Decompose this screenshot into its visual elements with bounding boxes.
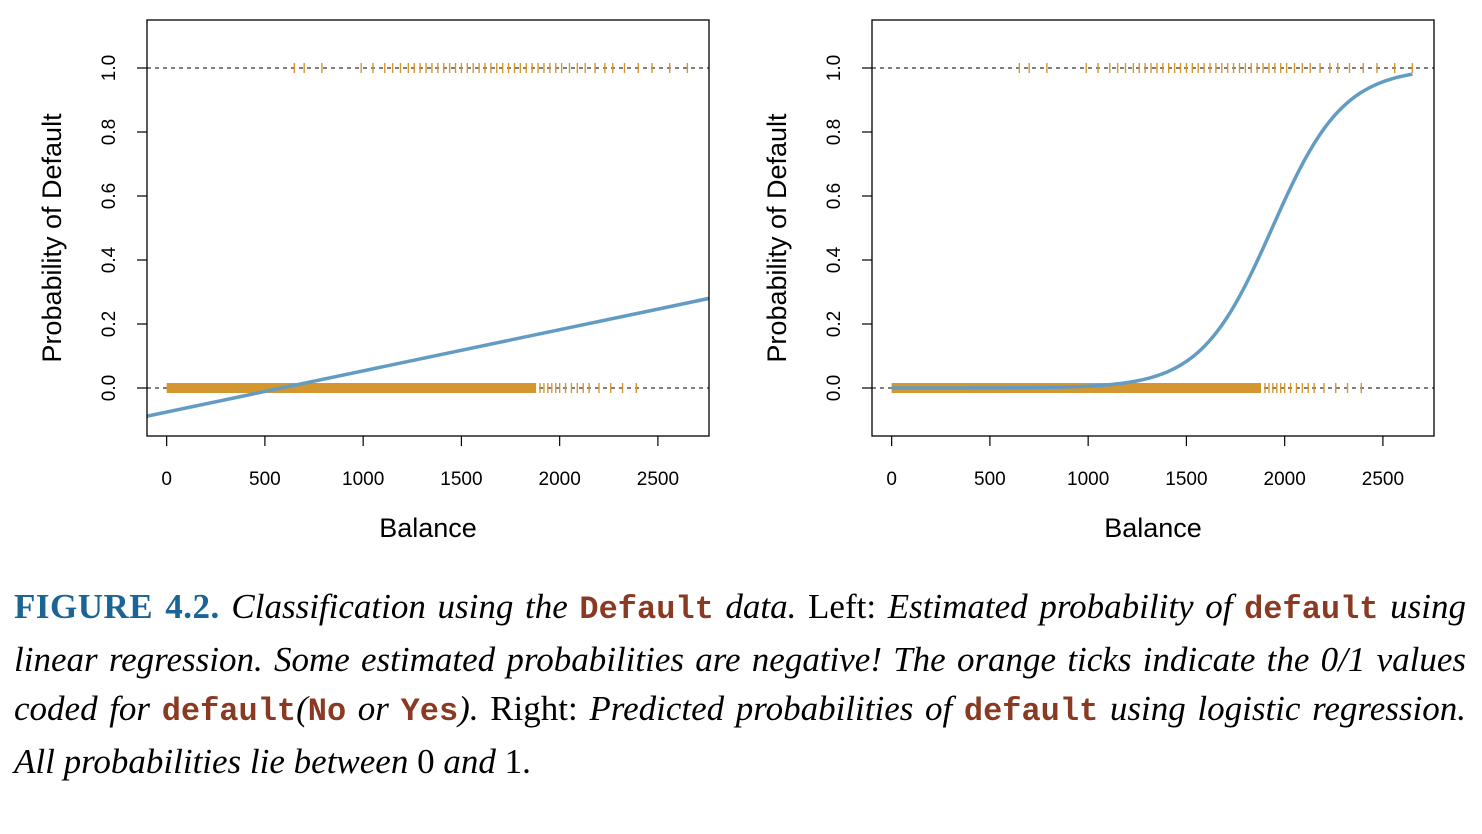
caption-text: ( [296, 689, 308, 728]
y-axis-label: Probability of Default [762, 113, 792, 363]
figure-caption: FIGURE 4.2. Classification using the Def… [14, 582, 1466, 786]
x-tick-label: 1500 [440, 469, 482, 490]
logistic-fit-curve [891, 72, 1413, 390]
code-default-dataset: Default [579, 591, 714, 628]
caption-number: 1 [504, 741, 523, 781]
y-tick-label: 0.6 [99, 183, 120, 209]
plot-box [871, 19, 1435, 437]
caption-text: ). [458, 689, 479, 728]
left-panel: 0 500 1000 1500 2000 2500 0.0 0.2 0.4 0.6 0.8 1.0 Ba… [37, 19, 710, 543]
linear-fit-line [147, 296, 709, 418]
caption-text: . [522, 741, 531, 781]
caption-text: Right: [478, 689, 590, 728]
code-default: default [1244, 591, 1379, 628]
right-panel: 0 500 1000 1500 2000 2500 0.0 0.2 0.4 0.6 0.8 1.0 Ba… [762, 19, 1435, 543]
y-tick-label: 1.0 [824, 55, 845, 81]
x-tick-label: 1000 [342, 469, 384, 490]
y-tick-label: 0.6 [824, 183, 845, 209]
x-tick-label: 2500 [1362, 469, 1404, 490]
y-axis-label: Probability of Default [37, 113, 67, 363]
caption-text: and [434, 741, 505, 781]
x-tick-label: 0 [886, 469, 897, 490]
plot-box [146, 19, 710, 437]
y-tick-label: 0.0 [99, 375, 120, 401]
x-axis-label: Balance [379, 513, 477, 543]
x-tick-label: 2500 [637, 469, 679, 490]
x-tick-label: 500 [974, 469, 1006, 490]
code-yes: Yes [400, 693, 459, 730]
x-tick-label: 0 [161, 469, 172, 490]
y-tick-label: 0.2 [99, 311, 120, 337]
y-tick-label: 0.2 [824, 311, 845, 337]
y-tick-label: 0.8 [824, 119, 845, 145]
x-tick-label: 2000 [539, 469, 581, 490]
code-no: No [307, 693, 347, 730]
figure: 0 500 1000 1500 2000 2500 0.0 0.2 0.4 0.6 0.8 1.0 Ba… [37, 19, 1435, 543]
x-axis-label: Balance [1104, 513, 1202, 543]
figure-label: FIGURE 4.2. [14, 587, 220, 626]
x-tick-label: 500 [249, 469, 281, 490]
caption-text: using linear regression. Some estimated … [14, 587, 1466, 728]
y-tick-label: 1.0 [99, 55, 120, 81]
x-tick-label: 2000 [1264, 469, 1306, 490]
rug-band-default-no [166, 383, 537, 393]
y-tick-label: 0.4 [99, 246, 120, 273]
y-tick-label: 0.0 [824, 375, 845, 401]
caption-text: using logistic regression. All probabili… [14, 689, 1467, 781]
code-default: default [161, 693, 297, 730]
caption-text: Predicted probabilities of [589, 689, 964, 728]
code-default: default [963, 693, 1099, 730]
caption-text: or [346, 689, 401, 728]
x-tick-label: 1500 [1165, 469, 1207, 490]
x-tick-label: 1000 [1067, 469, 1109, 490]
y-tick-label: 0.4 [824, 246, 845, 273]
y-tick-label: 0.8 [99, 119, 120, 145]
caption-number: 0 [417, 741, 435, 781]
caption-text: Classification using the [219, 587, 580, 626]
caption-text: Left: [796, 587, 888, 626]
caption-text: Estimated probability of [887, 587, 1245, 626]
caption-text: data. [713, 587, 797, 626]
